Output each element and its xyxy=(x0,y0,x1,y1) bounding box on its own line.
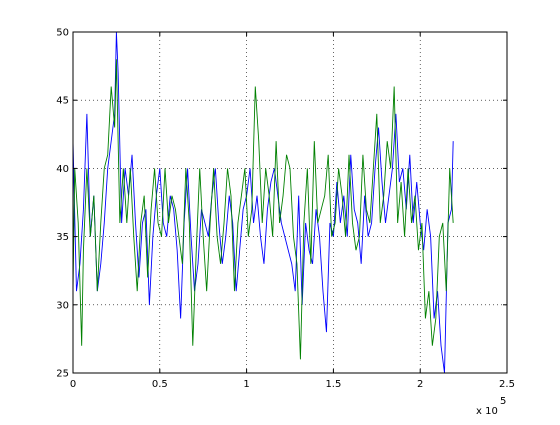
x-multiplier-prefix: x 10 xyxy=(476,406,498,417)
x-tick-label: 1.5 xyxy=(325,379,341,390)
x-tick-label: 2 xyxy=(417,379,423,390)
y-tick-label: 45 xyxy=(56,96,69,107)
y-tick-label: 50 xyxy=(56,28,69,39)
x-tick-label: 2.5 xyxy=(499,379,515,390)
x-tick-label: 0 xyxy=(70,379,76,390)
x-multiplier-exponent: 5 xyxy=(500,396,506,407)
axis-ticks: 0 0.5 1 1.5 2 2.5 25 30 35 40 45 50 xyxy=(56,28,515,391)
plot-area xyxy=(73,32,507,373)
y-tick-label: 35 xyxy=(56,232,69,243)
x-tick-label: 0.5 xyxy=(152,379,168,390)
data-series xyxy=(72,31,454,374)
y-tick-label: 25 xyxy=(56,369,69,380)
series-line-1 xyxy=(72,31,454,374)
plot-frame xyxy=(72,31,508,374)
y-tick-label: 40 xyxy=(56,164,69,175)
x-multiplier: x 10 5 xyxy=(476,396,506,417)
y-tick-label: 30 xyxy=(56,300,69,311)
series-line-2 xyxy=(72,59,454,360)
x-tick-label: 1 xyxy=(243,379,249,390)
